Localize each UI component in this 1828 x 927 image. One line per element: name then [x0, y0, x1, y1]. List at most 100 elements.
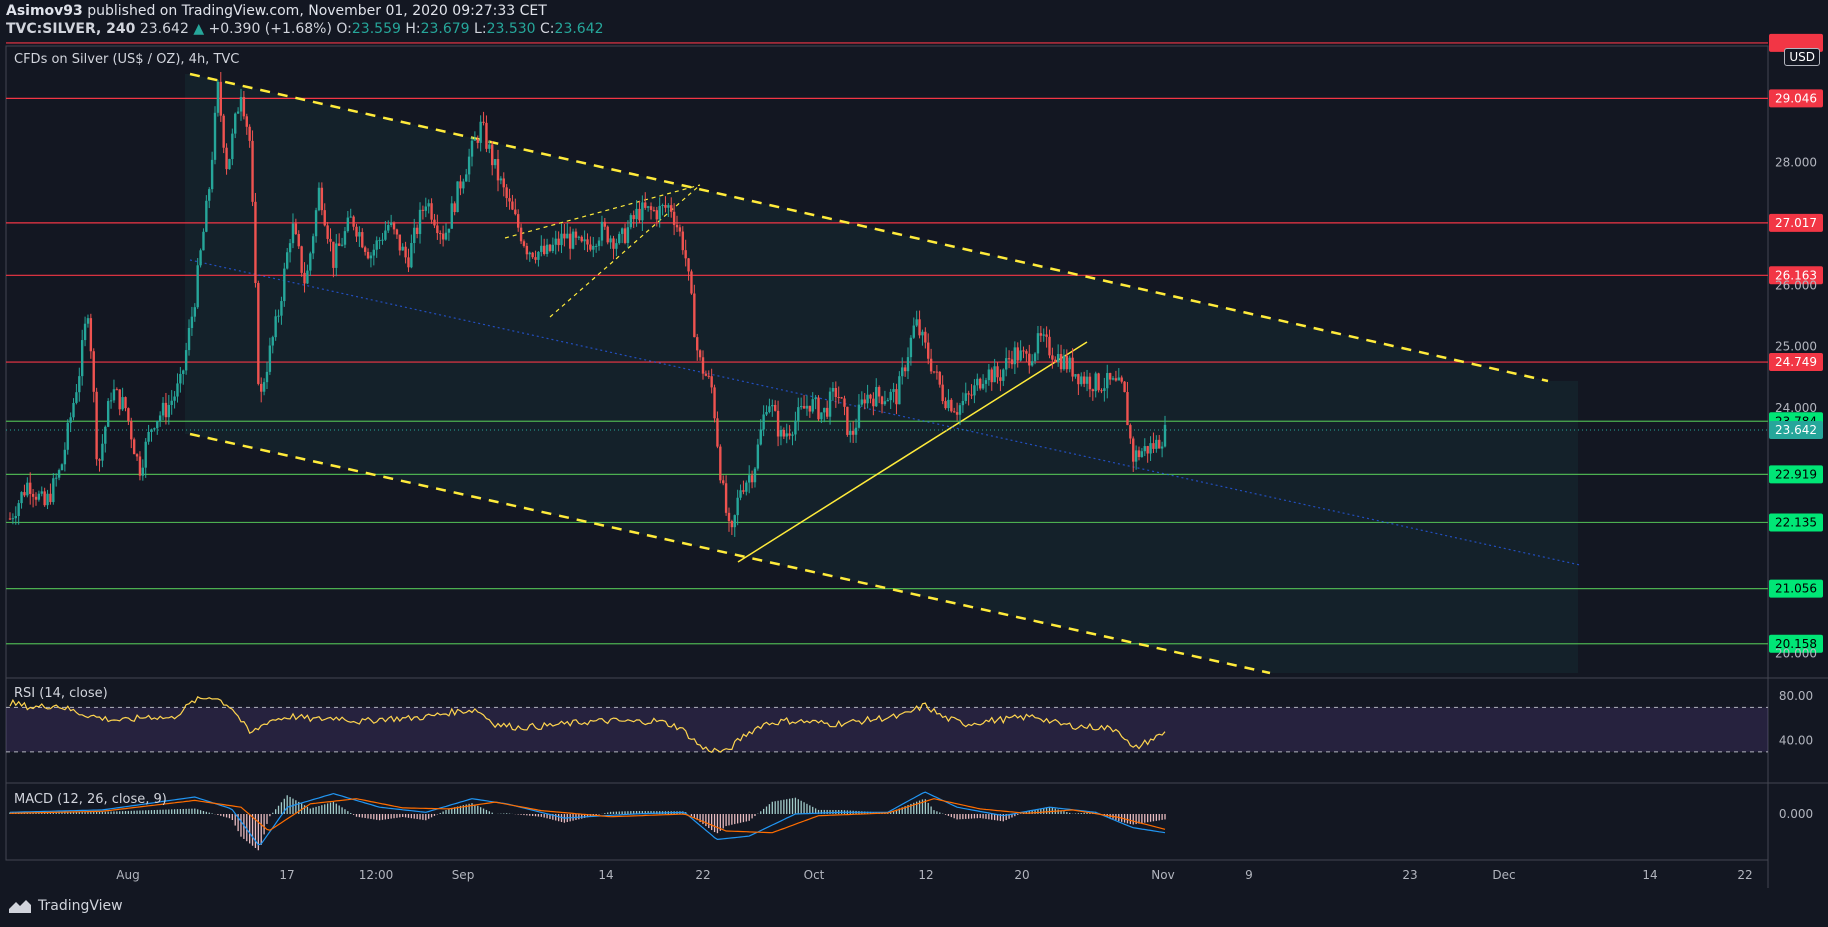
candle [531, 251, 534, 259]
candle [265, 361, 269, 389]
candle [710, 368, 713, 394]
candle [280, 296, 283, 325]
candle [69, 412, 72, 433]
candle [618, 231, 621, 245]
price-tick-label: 20.000 [1775, 646, 1817, 660]
candle [1106, 364, 1109, 399]
regression-line [189, 259, 1581, 566]
candle [863, 393, 866, 410]
signal-line [10, 798, 1166, 834]
candle [999, 369, 1002, 392]
candle [1146, 445, 1149, 463]
candle [29, 472, 32, 505]
brand-name: TradingView [38, 898, 123, 914]
candle [372, 244, 376, 266]
candle [40, 486, 43, 497]
tradingview-logo[interactable]: TradingView [8, 898, 123, 914]
candle [629, 213, 633, 230]
candle [1045, 326, 1048, 348]
candle [158, 411, 162, 427]
candle [138, 451, 142, 481]
price-tick-label: 26.000 [1775, 278, 1817, 292]
candle [271, 335, 274, 354]
macd-histogram [9, 795, 1166, 851]
candle [1143, 438, 1146, 457]
candle [788, 425, 791, 440]
candle [286, 248, 289, 270]
candle [768, 398, 771, 414]
candle [979, 377, 982, 391]
candle [300, 245, 303, 277]
candle [95, 387, 98, 466]
candle [1042, 328, 1045, 342]
currency-button[interactable]: USD [1784, 48, 1820, 66]
candle [993, 358, 996, 383]
candle [482, 111, 485, 126]
candle [990, 367, 993, 391]
candle [1007, 350, 1011, 369]
candle [901, 357, 904, 385]
candle [176, 373, 179, 403]
symbol-title: CFDs on Silver (US$ / OZ), 4h, TVC [14, 52, 240, 67]
candle [644, 192, 647, 210]
candle [381, 232, 384, 245]
candle [216, 79, 220, 117]
publisher-line: Asimov93 published on TradingView.com, N… [6, 3, 547, 19]
candle [182, 369, 185, 385]
candle [453, 201, 456, 216]
candle [681, 226, 684, 255]
candle [713, 384, 716, 423]
candle [473, 131, 477, 141]
candle [465, 168, 468, 182]
candle [921, 329, 924, 346]
candle [860, 391, 864, 408]
candle [802, 395, 806, 409]
candle [566, 222, 569, 239]
publisher-name[interactable]: Asimov93 [6, 3, 83, 19]
candle [219, 71, 222, 122]
candle [430, 198, 433, 224]
candle [869, 393, 872, 404]
candle [184, 342, 188, 375]
candle [306, 264, 309, 285]
candle [104, 425, 107, 453]
time-tick-label: 17 [279, 868, 294, 882]
candle [528, 251, 531, 262]
resistance-label: 24.749 [1769, 353, 1823, 372]
candle [467, 148, 471, 183]
candle [1022, 346, 1025, 359]
candle [984, 377, 988, 393]
candle [375, 236, 378, 258]
candle [1013, 341, 1017, 375]
candle [144, 438, 147, 478]
candle [1068, 355, 1071, 373]
candle [20, 491, 23, 509]
candle [1114, 370, 1118, 382]
candle [1056, 344, 1060, 367]
candle [635, 200, 638, 227]
candle [1048, 329, 1051, 359]
candle [150, 428, 153, 442]
candle [260, 377, 263, 403]
candle [1140, 447, 1144, 458]
candle [1030, 354, 1034, 367]
candle [361, 228, 364, 249]
time-tick-label: 9 [1245, 868, 1253, 882]
candle [251, 130, 254, 207]
time-tick-label: Sep [452, 868, 475, 882]
candle [739, 484, 742, 501]
candle [932, 371, 936, 374]
candle [924, 327, 927, 349]
candle [851, 421, 855, 444]
candle [895, 383, 898, 415]
candle [537, 251, 540, 267]
candle [716, 411, 719, 449]
candle [687, 257, 690, 281]
resistance-label: 26.163 [1769, 266, 1823, 285]
candle [187, 319, 191, 356]
candle [505, 184, 508, 208]
svg-text:23.642: 23.642 [1775, 423, 1817, 437]
candle [600, 215, 604, 247]
candle [1126, 381, 1129, 426]
